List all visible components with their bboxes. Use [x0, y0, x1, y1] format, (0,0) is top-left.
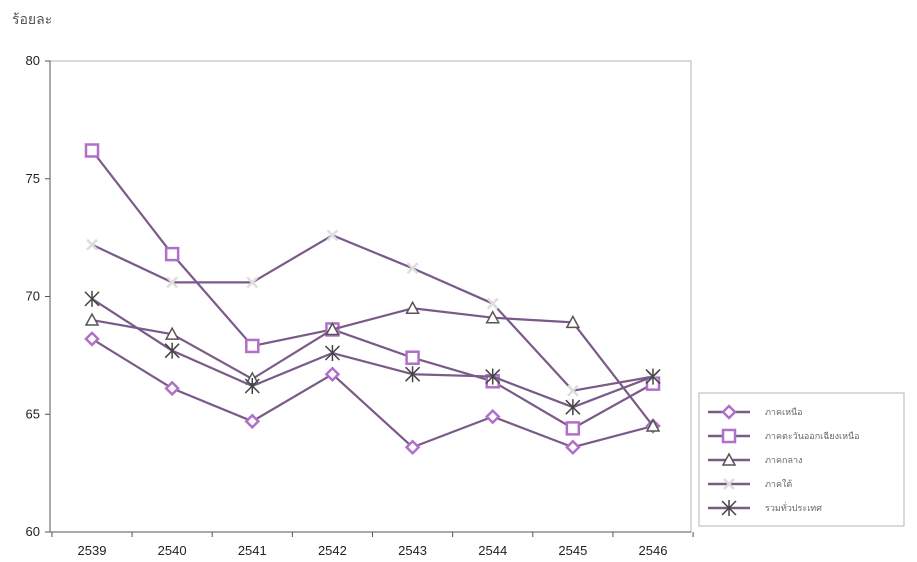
series-4 [86, 229, 659, 397]
x-tick-label: 2543 [398, 543, 427, 558]
data-point [164, 246, 180, 262]
data-point [486, 297, 499, 310]
series-layer [84, 143, 661, 455]
data-point [406, 262, 419, 275]
data-point [244, 413, 261, 430]
legend-label: ภาคใต้ [765, 479, 792, 490]
x-tick-label: 2546 [639, 543, 668, 558]
series-3 [84, 300, 661, 432]
data-point [84, 143, 100, 158]
y-axis: 60 65 70 75 80 [26, 53, 51, 539]
legend-marker [721, 452, 737, 466]
legend-marker [721, 428, 737, 444]
data-point [405, 350, 420, 365]
x-tick-label: 2539 [78, 543, 107, 558]
data-point [485, 310, 500, 324]
y-tick-label: 80 [26, 53, 40, 68]
data-point [324, 345, 340, 362]
data-point [485, 368, 501, 385]
data-point [324, 366, 341, 382]
legend-marker [721, 404, 737, 420]
series-line [91, 234, 654, 392]
data-point [166, 276, 179, 289]
y-tick-label: 65 [26, 406, 40, 421]
data-point [566, 384, 579, 397]
data-point [645, 418, 661, 432]
x-tick-label: 2540 [158, 543, 187, 558]
data-point [164, 342, 180, 359]
legend-label: รวมทั่วประเทศ [765, 501, 822, 514]
y-tick-label: 70 [26, 289, 40, 304]
legend-item: ภาคกลาง [708, 452, 802, 466]
legend-item: ภาคเหนือ [708, 404, 803, 420]
legend-marker [723, 478, 735, 490]
data-point [645, 368, 661, 385]
data-point [565, 421, 581, 436]
legend-label: ภาคกลาง [765, 456, 802, 466]
series-5 [84, 290, 661, 416]
data-point [84, 312, 100, 326]
legend-marker [721, 500, 737, 516]
legend-item: ภาคใต้ [708, 478, 792, 490]
legend-item: รวมทั่วประเทศ [708, 500, 822, 516]
series-line [91, 337, 654, 449]
x-tick-label: 2545 [558, 543, 587, 558]
data-point [565, 399, 581, 416]
series-line [91, 297, 654, 409]
legend-label: ภาคตะวันออกเฉียงเหนือ [765, 431, 860, 442]
data-point [246, 276, 259, 289]
series-line [91, 307, 654, 427]
y-tick-label: 60 [26, 524, 40, 539]
data-point [244, 377, 260, 394]
legend: ภาคเหนือภาคตะวันออกเฉียงเหนือภาคกลางภาคใ… [698, 392, 905, 527]
data-point [164, 326, 180, 340]
data-point [164, 380, 180, 397]
plot-area [49, 60, 692, 533]
legend-item: ภาคตะวันออกเฉียงเหนือ [708, 428, 860, 444]
legend-label: ภาคเหนือ [765, 407, 803, 418]
x-tick-label: 2544 [478, 543, 507, 558]
series-line [91, 149, 654, 430]
data-point [404, 439, 421, 455]
data-point [484, 408, 501, 425]
data-point [86, 238, 98, 251]
x-tick-label: 2542 [318, 543, 347, 558]
data-point [565, 314, 581, 329]
data-point [325, 321, 340, 336]
data-point [565, 439, 581, 455]
data-point [84, 331, 100, 347]
data-point [405, 366, 421, 383]
y-tick-label: 75 [26, 171, 40, 186]
data-point [405, 300, 420, 315]
data-point [245, 338, 260, 354]
y-axis-unit-label: ร้อยละ [12, 12, 52, 28]
x-tick-label: 2541 [238, 543, 267, 558]
data-point [326, 229, 339, 242]
data-point [84, 290, 100, 307]
x-axis: 2539 2540 2541 2542 2543 2544 2545 2546 [50, 531, 694, 558]
series-1 [84, 331, 661, 455]
